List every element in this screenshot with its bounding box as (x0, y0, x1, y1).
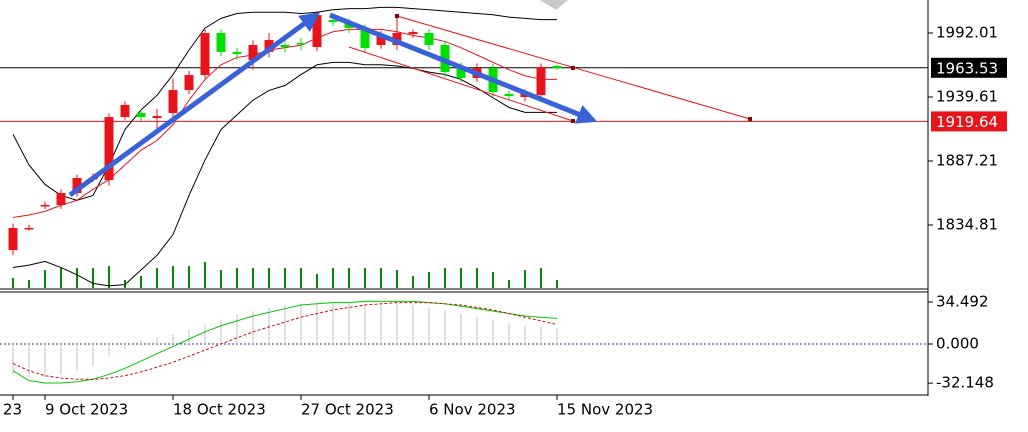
x-tick-label: 27 Oct 2023 (301, 401, 394, 419)
candle-body (408, 32, 418, 34)
decoration (540, 0, 568, 10)
trend-arrow (329, 12, 598, 124)
candle-body (504, 93, 514, 97)
candle-body (376, 34, 386, 45)
candle-body (456, 66, 466, 78)
y-tick-label: 34.492 (936, 292, 989, 310)
candle-body (328, 20, 338, 23)
y-tick-label: 1992.01 (936, 24, 998, 42)
macd-line (12, 300, 558, 384)
x-tick-label: 15 Nov 2023 (557, 401, 653, 419)
x-tick-label: 9 Oct 2023 (45, 401, 128, 419)
band-line (12, 28, 557, 218)
trendline-anchor (571, 66, 575, 70)
candle-body (392, 33, 402, 45)
candle-body (536, 66, 546, 96)
y-tick-label: 1887.21 (936, 152, 998, 170)
candle-body (120, 104, 130, 118)
plot: 1963.53 1919.64 1992.01 1939.61 1887.21 1834.… (0, 6, 1007, 419)
price-label: 1919.64 (936, 113, 998, 131)
candle-body (152, 116, 162, 119)
candle-body (8, 227, 18, 251)
candle-body (168, 90, 178, 114)
candle-body (136, 113, 146, 118)
trendline-anchor (748, 117, 752, 121)
candle-body (232, 51, 242, 55)
candle-body (24, 227, 34, 230)
candle-body (280, 44, 290, 48)
candle-body (424, 33, 434, 45)
candle-body (216, 33, 226, 52)
candle-body (296, 43, 306, 45)
trendline-anchor (395, 14, 399, 18)
candle-body (184, 75, 194, 91)
candle-body (200, 33, 210, 76)
x-tick-label: 6 Nov 2023 (429, 401, 516, 419)
candle-body (56, 193, 66, 205)
price-label-box (931, 111, 1007, 132)
candle-body (264, 39, 274, 52)
candle-body (312, 15, 322, 48)
candle-body (40, 204, 50, 207)
x-tick-label: 18 Oct 2023 (173, 401, 266, 419)
y-tick-label: 1939.61 (936, 88, 998, 106)
trendline-anchor (571, 119, 575, 123)
price-label-box (931, 57, 1007, 78)
band-line (12, 6, 557, 201)
y-tick-label: 1834.81 (936, 216, 998, 234)
candle-body (360, 28, 370, 49)
candle-body (104, 117, 114, 181)
y-tick-label: -32.148 (936, 374, 994, 392)
trend-arrow (68, 12, 321, 198)
band-line (12, 61, 557, 287)
price-label: 1963.53 (936, 59, 998, 77)
trendline (348, 46, 574, 122)
candle-body (72, 177, 82, 194)
macd-line (12, 302, 558, 380)
candle-body (552, 65, 562, 69)
y-tick-label: 0.000 (936, 334, 979, 352)
x-tick-label: 23 (3, 401, 22, 419)
candle-body (248, 44, 258, 61)
